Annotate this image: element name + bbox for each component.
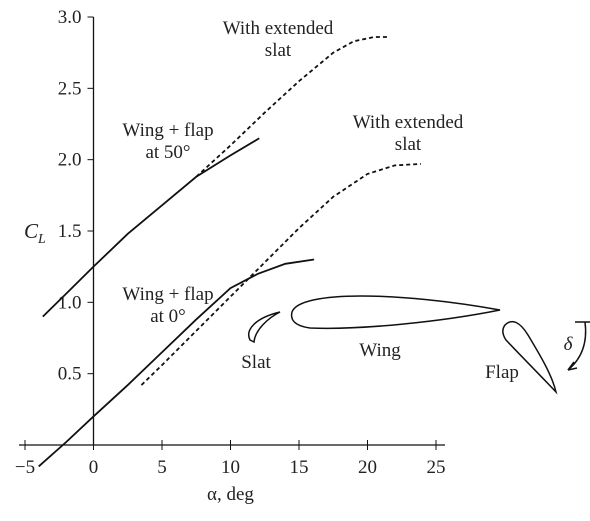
annotation: at 0° <box>150 306 186 327</box>
y-tick-label: 0.5 <box>58 364 82 385</box>
x-tick-label: 0 <box>89 457 99 478</box>
annotation: Flap <box>485 362 519 383</box>
y-tick-label: 2.5 <box>58 78 82 99</box>
x-tick-label: 25 <box>427 457 446 478</box>
annotation: With extended <box>223 18 334 39</box>
x-tick-label: 5 <box>157 457 167 478</box>
wing-shape <box>292 296 500 328</box>
x-tick-label: 15 <box>290 457 309 478</box>
airfoil-diagram <box>249 296 590 392</box>
x-tick-label: 20 <box>358 457 377 478</box>
annotation: With extended <box>353 112 464 133</box>
annotation: slat <box>265 40 292 61</box>
y-label-main: C <box>24 219 39 243</box>
annotation: Slat <box>241 352 271 373</box>
annotation: Wing <box>359 340 401 361</box>
x-tick-label: 10 <box>221 457 240 478</box>
y-tick-label: 1.5 <box>58 221 82 242</box>
annotation: Wing + flap <box>122 120 213 141</box>
annotation: at 50° <box>145 142 190 163</box>
y-axis-label: CL <box>24 219 46 247</box>
annotation: δ <box>564 334 574 355</box>
y-tick-label: 2.0 <box>58 150 82 171</box>
slat-shape <box>249 312 280 342</box>
y-tick-label: 1.0 <box>58 292 82 313</box>
x-tick-label: −5 <box>15 457 35 478</box>
y-tick-label: 3.0 <box>58 7 82 28</box>
annotation: slat <box>395 134 422 155</box>
chart: −5 0 5 10 15 20 25 0.5 1.0 1.5 2.0 2.5 3.0 α, deg CL Wi… <box>0 0 590 516</box>
x-axis-label: α, deg <box>207 484 254 505</box>
annotation: Wing + flap <box>122 284 213 305</box>
curve <box>196 37 389 177</box>
y-label-sub: L <box>37 232 46 247</box>
